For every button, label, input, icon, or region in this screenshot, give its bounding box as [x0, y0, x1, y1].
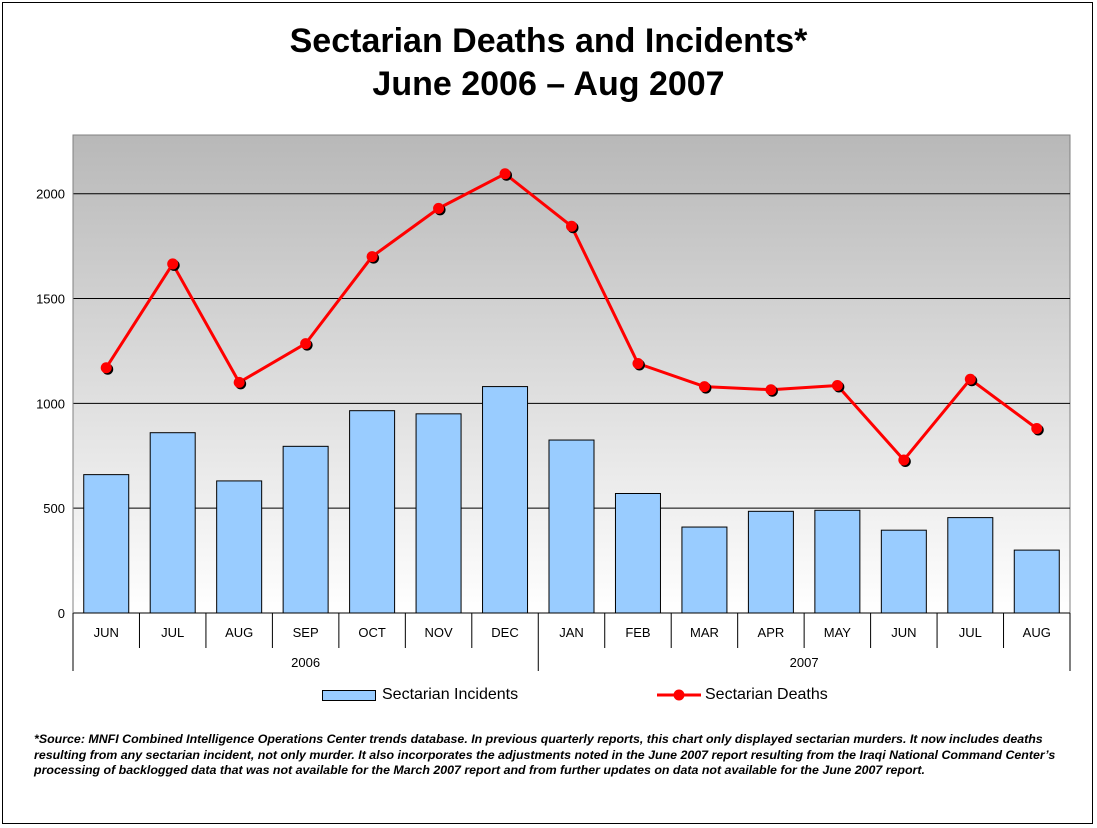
bar-incidents — [149, 432, 196, 614]
chart-title-line1: Sectarian Deaths and Incidents* — [289, 22, 808, 60]
bar-incidents — [681, 526, 728, 614]
y-tick-label: 0 — [58, 606, 65, 621]
x-tick-label: DEC — [491, 625, 518, 640]
point-deaths — [632, 358, 644, 370]
point-deaths — [964, 373, 976, 385]
bar-incidents — [614, 493, 661, 614]
legend-item-incidents: Sectarian Incidents — [322, 683, 518, 707]
x-tick-label: JUN — [94, 625, 119, 640]
legend-label-deaths: Sectarian Deaths — [705, 686, 828, 703]
chart-title-line2: June 2006 – Aug 2007 — [372, 65, 725, 103]
legend-swatch-deaths — [657, 683, 701, 707]
bar-incidents — [349, 410, 396, 614]
bar-incidents — [814, 509, 861, 614]
bar-incidents — [947, 517, 994, 614]
x-tick-label: AUG — [225, 625, 253, 640]
x-group-label: 2007 — [790, 655, 819, 670]
bar-incidents — [282, 445, 329, 614]
legend-label-incidents: Sectarian Incidents — [382, 686, 519, 703]
x-tick-label: JUL — [161, 625, 184, 640]
point-deaths — [100, 362, 112, 374]
point-deaths — [366, 251, 378, 263]
x-tick-label: NOV — [424, 625, 453, 640]
x-tick-label: MAR — [690, 625, 719, 640]
legend-item-deaths: Sectarian Deaths — [657, 683, 828, 707]
x-tick-label: OCT — [358, 625, 386, 640]
point-deaths — [300, 338, 312, 350]
point-deaths — [233, 376, 245, 388]
x-tick-label: JUN — [891, 625, 916, 640]
point-deaths — [1031, 423, 1043, 435]
bar-incidents — [216, 480, 263, 614]
bar-incidents — [548, 439, 595, 614]
point-deaths — [499, 168, 511, 180]
y-tick-label: 500 — [43, 501, 65, 516]
x-tick-label: JAN — [559, 625, 584, 640]
point-deaths — [831, 380, 843, 392]
bar-incidents — [415, 413, 462, 614]
chart-title: Sectarian Deaths and Incidents* June 200… — [0, 20, 1097, 106]
point-deaths — [898, 454, 910, 466]
x-tick-label: APR — [758, 625, 785, 640]
point-deaths — [566, 220, 577, 232]
bar-incidents — [482, 386, 529, 614]
bar-incidents — [83, 474, 130, 614]
point-deaths — [765, 384, 777, 396]
x-tick-label: FEB — [625, 625, 650, 640]
legend: Sectarian Incidents Sectarian Deaths — [0, 683, 1097, 707]
x-tick-label: JUL — [959, 625, 982, 640]
bar-incidents — [1013, 549, 1060, 614]
x-tick-label: SEP — [293, 625, 319, 640]
x-tick-label: MAY — [824, 625, 852, 640]
point-deaths — [433, 202, 445, 214]
y-tick-label: 2000 — [36, 187, 65, 202]
x-group-label: 2006 — [291, 655, 320, 670]
source-footnote: *Source: MNFI Combined Intelligence Oper… — [34, 732, 1056, 777]
x-tick-label: AUG — [1023, 625, 1051, 640]
bar-incidents — [880, 529, 927, 614]
point-deaths — [698, 381, 710, 393]
bar-incidents — [747, 510, 794, 614]
y-tick-label: 1000 — [36, 396, 65, 411]
legend-swatch-incidents — [322, 689, 376, 701]
point-deaths — [167, 258, 179, 270]
y-tick-label: 1500 — [36, 292, 65, 307]
